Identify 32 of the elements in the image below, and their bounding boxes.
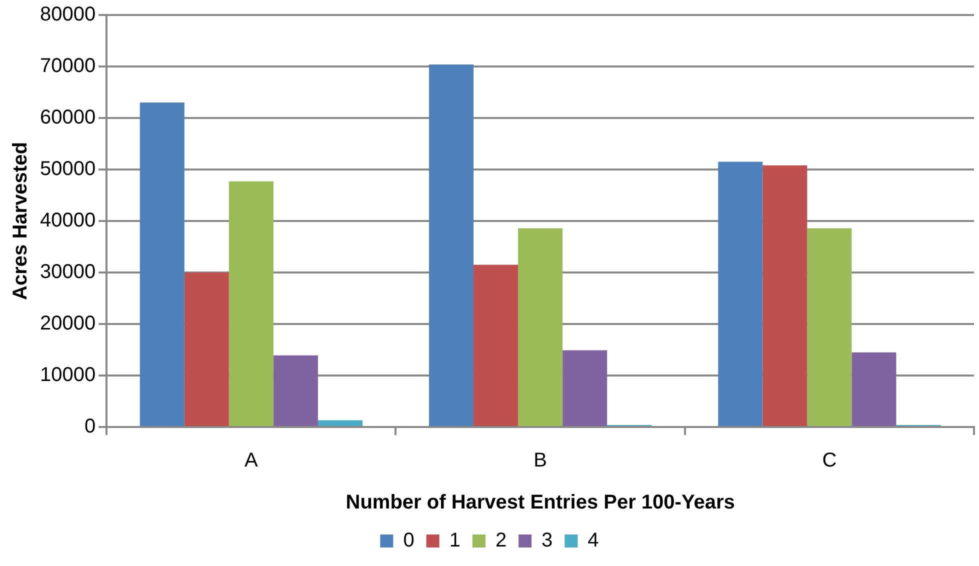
y-tick-label: 60000 — [40, 106, 96, 129]
y-axis-title: Acres Harvested — [10, 142, 32, 300]
bar — [474, 264, 518, 426]
x-axis-title: Number of Harvest Entries Per 100-Years — [346, 492, 735, 514]
bar — [140, 102, 184, 426]
bar — [228, 181, 274, 426]
bar — [318, 420, 362, 426]
y-tick-label: 30000 — [40, 261, 96, 284]
bar — [852, 352, 896, 426]
y-tick-label: 70000 — [40, 55, 96, 78]
x-tick-label: C — [822, 450, 837, 472]
y-tick-label: 20000 — [40, 312, 96, 335]
legend-label: 1 — [449, 530, 460, 552]
y-tick-label: 40000 — [40, 210, 96, 232]
bar — [718, 162, 763, 426]
bar — [518, 228, 563, 426]
bar — [428, 64, 474, 426]
x-tick-label: B — [534, 450, 547, 472]
legend-label: 4 — [588, 530, 599, 552]
bar — [562, 350, 608, 426]
bar — [184, 272, 229, 426]
bar — [762, 165, 808, 426]
y-tick-label: 10000 — [40, 364, 96, 386]
legend-label: 3 — [542, 530, 553, 552]
y-tick-label: 50000 — [40, 158, 96, 180]
legend-label: 0 — [403, 530, 414, 552]
x-tick-label: A — [244, 450, 259, 472]
bar — [273, 355, 318, 426]
bar — [807, 228, 852, 426]
y-tick-label: 0 — [84, 416, 96, 438]
y-tick-label: 80000 — [40, 4, 96, 26]
legend-label: 2 — [495, 530, 507, 552]
